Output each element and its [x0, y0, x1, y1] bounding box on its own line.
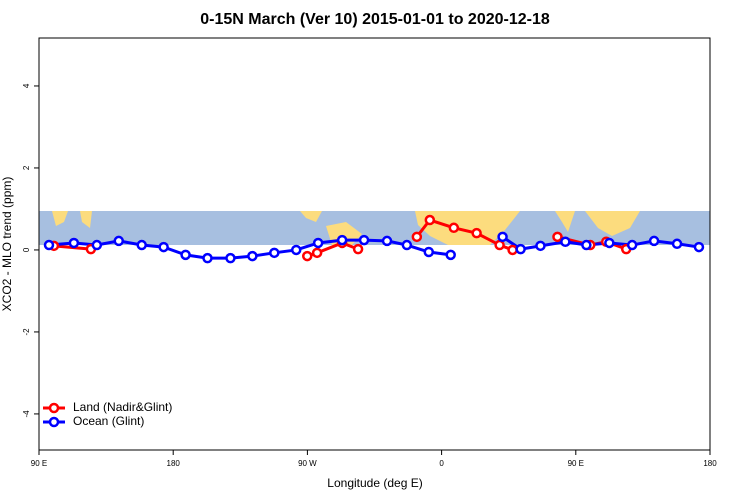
- data-point: [604, 237, 615, 249]
- x-tick-label: 0: [439, 459, 444, 468]
- data-point: [560, 236, 571, 247]
- data-point: [445, 249, 456, 261]
- data-point: [507, 244, 518, 256]
- legend-marker: [48, 416, 60, 428]
- x-tick-label: 90 W: [298, 459, 317, 468]
- data-point: [158, 241, 169, 253]
- data-point: [626, 239, 638, 251]
- x-tick-label: 180: [167, 459, 181, 468]
- chart-title: 0-15N March (Ver 10) 2015-01-01 to 2020-…: [200, 11, 550, 28]
- legend-label: Land (Nadir&Glint): [73, 400, 172, 414]
- land: [585, 211, 640, 236]
- data-point: [247, 250, 258, 262]
- data-point: [136, 239, 147, 251]
- data-point: [535, 240, 546, 252]
- land: [300, 211, 322, 222]
- y-tick-label: 4: [22, 83, 31, 88]
- data-point: [352, 243, 364, 255]
- data-point: [290, 244, 302, 256]
- data-point: [648, 235, 660, 247]
- land: [415, 211, 520, 245]
- land: [52, 211, 68, 226]
- data-point: [113, 235, 125, 247]
- y-tick-label: -2: [22, 328, 31, 336]
- land: [80, 211, 92, 228]
- data-point: [693, 241, 705, 253]
- data-point: [423, 246, 435, 258]
- data-point: [671, 238, 683, 250]
- data-point: [552, 231, 563, 243]
- y-tick-label: 0: [22, 247, 31, 252]
- data-point: [497, 231, 508, 243]
- legend-label: Ocean (Glint): [73, 414, 144, 428]
- data-point: [202, 252, 213, 264]
- data-point: [269, 247, 280, 259]
- plot-frame: [38, 37, 711, 451]
- data-point: [581, 239, 592, 251]
- data-point: [180, 249, 191, 261]
- data-point: [424, 214, 436, 226]
- y-axis-label: XCO2 - MLO trend (ppm): [0, 177, 14, 312]
- legend-marker: [48, 402, 60, 414]
- data-point: [225, 252, 236, 264]
- data-point: [515, 243, 526, 255]
- data-point: [471, 227, 482, 239]
- data-point: [448, 222, 460, 234]
- x-axis-label: Longitude (deg E): [327, 476, 422, 490]
- data-point: [43, 239, 55, 251]
- data-point: [302, 250, 313, 262]
- data-point: [68, 237, 80, 249]
- x-tick-label: 180: [703, 459, 717, 468]
- data-point: [381, 235, 393, 247]
- data-point: [494, 239, 505, 251]
- land: [555, 211, 575, 232]
- data-point: [358, 234, 370, 246]
- data-point: [336, 234, 348, 246]
- data-point: [91, 239, 103, 251]
- x-tick-label: 90 E: [31, 459, 47, 468]
- x-tick-label: 90 E: [568, 459, 584, 468]
- data-point: [312, 237, 324, 249]
- data-point: [311, 247, 323, 259]
- data-point: [411, 231, 423, 243]
- data-point: [401, 239, 413, 251]
- y-tick-label: 2: [22, 165, 31, 170]
- y-tick-label: -4: [22, 410, 31, 418]
